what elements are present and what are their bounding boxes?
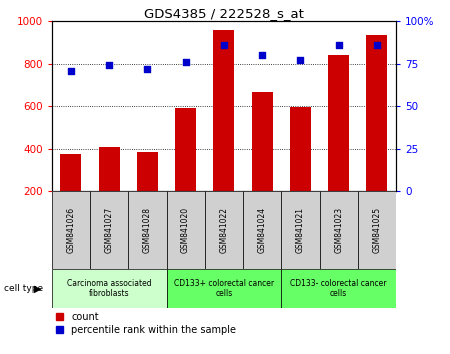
Bar — [90, 191, 128, 269]
Bar — [175, 108, 196, 234]
Bar — [52, 269, 166, 308]
Point — [297, 57, 304, 63]
Point — [335, 42, 342, 48]
Title: GDS4385 / 222528_s_at: GDS4385 / 222528_s_at — [144, 7, 304, 20]
Text: CD133+ colorectal cancer
cells: CD133+ colorectal cancer cells — [174, 279, 274, 298]
Bar — [281, 191, 320, 269]
Bar — [205, 191, 243, 269]
Bar — [290, 107, 311, 234]
Bar — [366, 35, 387, 234]
Text: GSM841026: GSM841026 — [67, 207, 76, 253]
Text: cell type: cell type — [4, 284, 44, 293]
Legend: count, percentile rank within the sample: count, percentile rank within the sample — [52, 308, 240, 339]
Text: Carcinoma associated
fibroblasts: Carcinoma associated fibroblasts — [67, 279, 152, 298]
Point — [144, 66, 151, 72]
Text: GSM841020: GSM841020 — [181, 207, 190, 253]
Text: ▶: ▶ — [34, 284, 41, 293]
Bar — [328, 55, 349, 234]
Bar — [243, 191, 281, 269]
Text: GSM841024: GSM841024 — [257, 207, 266, 253]
Bar — [137, 152, 158, 234]
Text: GSM841028: GSM841028 — [143, 207, 152, 253]
Bar — [358, 191, 396, 269]
Text: GSM841027: GSM841027 — [104, 207, 113, 253]
Point — [105, 63, 112, 68]
Point — [258, 52, 265, 58]
Bar — [60, 154, 81, 234]
Text: CD133- colorectal cancer
cells: CD133- colorectal cancer cells — [290, 279, 387, 298]
Point — [68, 68, 75, 73]
Bar — [99, 147, 120, 234]
Bar — [166, 269, 281, 308]
Bar — [52, 191, 90, 269]
Bar — [320, 191, 358, 269]
Bar — [166, 191, 205, 269]
Bar — [128, 191, 166, 269]
Text: GSM841022: GSM841022 — [220, 207, 228, 253]
Point — [182, 59, 189, 65]
Text: GSM841021: GSM841021 — [296, 207, 305, 253]
Bar — [252, 92, 273, 234]
Bar — [213, 30, 234, 234]
Text: GSM841023: GSM841023 — [334, 207, 343, 253]
Bar — [281, 269, 396, 308]
Point — [374, 42, 381, 48]
Text: GSM841025: GSM841025 — [373, 207, 382, 253]
Point — [220, 42, 227, 48]
